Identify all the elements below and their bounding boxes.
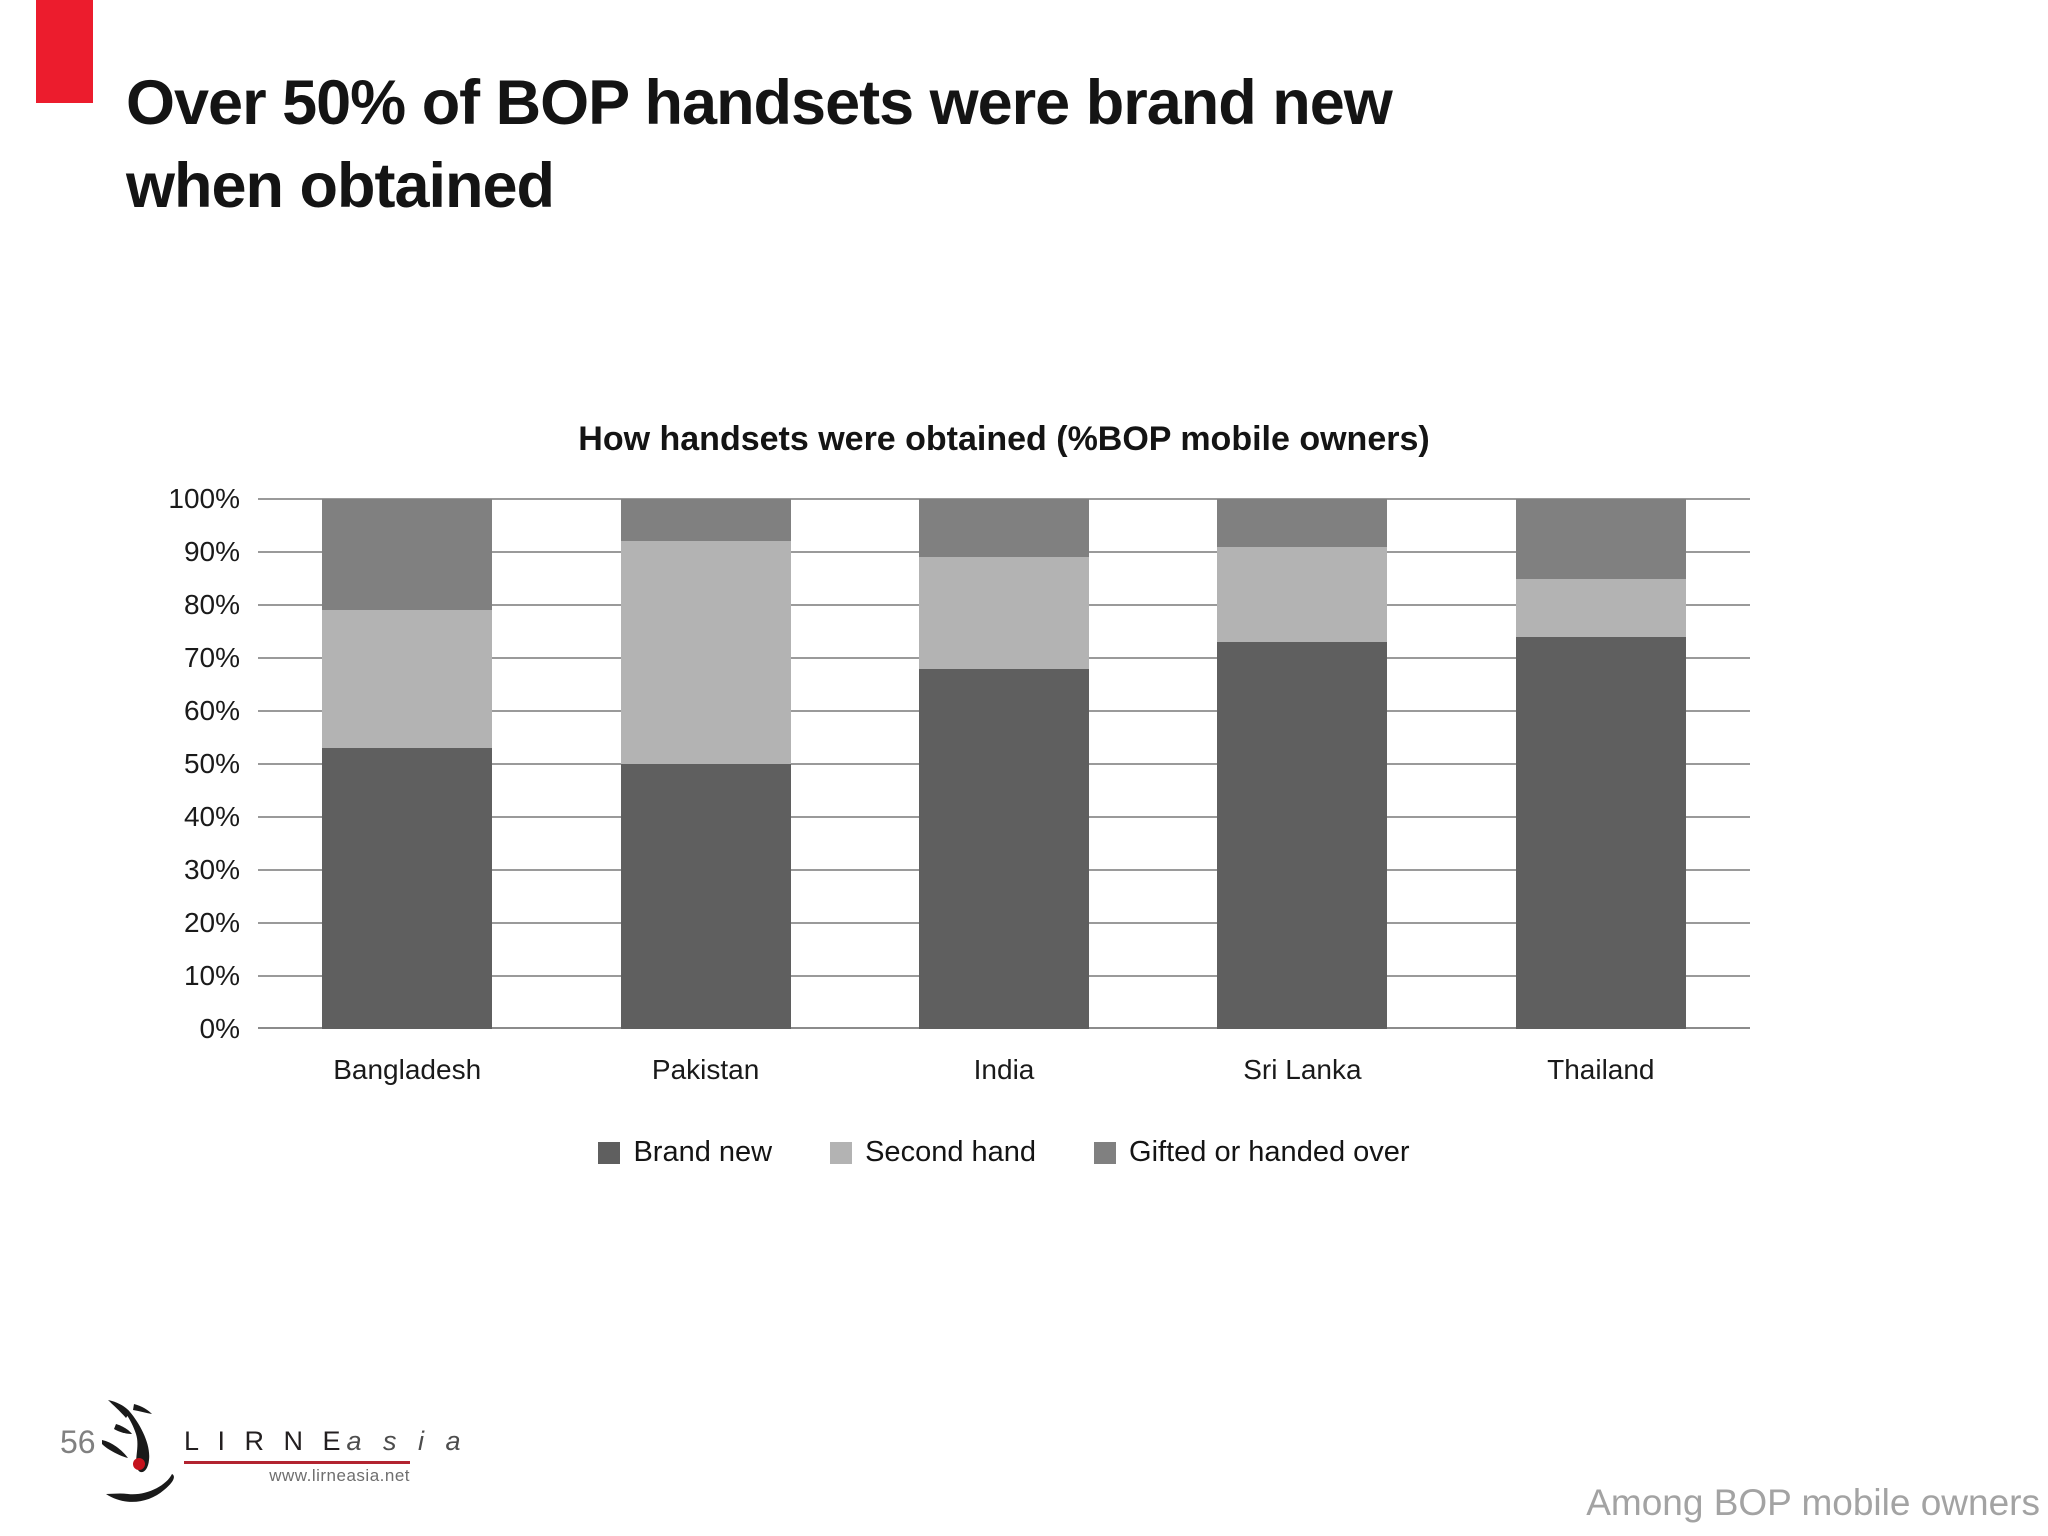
bar-segment-thailand-brand-new	[1515, 636, 1686, 1029]
bar-segment-pakistan-second-hand	[620, 541, 791, 764]
bar-segment-sri-lanka-brand-new	[1217, 642, 1388, 1029]
bar-segment-india-brand-new	[919, 668, 1089, 1029]
x-axis-category-label: Pakistan	[651, 1054, 760, 1085]
y-axis-tick-label: 40%	[183, 801, 240, 832]
chart-title: How handsets were obtained (%BOP mobile …	[578, 420, 1430, 458]
y-axis-tick-label: 100%	[168, 483, 240, 514]
y-axis-tick-label: 20%	[183, 907, 240, 938]
page-number: 56	[60, 1424, 96, 1460]
legend-item: Second hand	[830, 1136, 1036, 1169]
slide-title-line-1: Over 50% of BOP handsets were brand new	[126, 68, 1393, 138]
bar-segment-india-second-hand	[919, 557, 1089, 669]
legend-swatch	[1094, 1141, 1117, 1164]
y-axis-tick-label: 30%	[183, 854, 240, 885]
y-axis-tick-label: 70%	[183, 642, 240, 673]
legend-item: Brand new	[598, 1136, 772, 1169]
logo-name-accent: a s i a	[346, 1426, 468, 1456]
bar-segment-india-gifted-or-handed-over	[919, 499, 1089, 558]
logo-red-rule	[184, 1461, 410, 1464]
bar-segment-pakistan-gifted-or-handed-over	[620, 499, 791, 542]
logo-red-dot	[133, 1458, 145, 1470]
legend-item: Gifted or handed over	[1094, 1136, 1410, 1169]
chart-legend: Brand new Second hand Gifted or handed ove…	[258, 1136, 1750, 1169]
x-axis-category-label: Sri Lanka	[1243, 1054, 1362, 1085]
red-corner-accent	[36, 0, 93, 103]
y-axis-tick-label: 90%	[183, 536, 240, 567]
bar-segment-bangladesh-brand-new	[322, 748, 493, 1029]
legend-swatch	[598, 1141, 621, 1164]
legend-label: Gifted or handed over	[1129, 1136, 1410, 1168]
y-axis-tick-label: 60%	[183, 695, 240, 726]
plot-area	[258, 498, 1750, 1029]
x-axis-category-label: Bangladesh	[333, 1054, 482, 1085]
logo-url[interactable]: www.lirneasia.net	[269, 1466, 410, 1485]
legend-label: Second hand	[865, 1136, 1037, 1168]
bar-segment-thailand-gifted-or-handed-over	[1515, 499, 1686, 579]
bar-segment-thailand-second-hand	[1515, 578, 1686, 637]
slide-title: Over 50% of BOP handsets were brand new …	[126, 62, 1626, 228]
gridline-100%	[258, 498, 1750, 500]
legend-label: Brand new	[633, 1136, 773, 1168]
bar-segment-bangladesh-second-hand	[322, 610, 493, 749]
lirneasia-logo-mark	[102, 1400, 174, 1502]
y-axis-tick-label: 80%	[183, 589, 240, 620]
footnote: Among BOP mobile owners	[1586, 1482, 2040, 1523]
lirneasia-logo-name: L I R N Ea s i a	[184, 1426, 461, 1457]
x-axis: Bangladesh Pakistan India Sri Lanka Thailand	[258, 1054, 1750, 1094]
bar-segment-sri-lanka-second-hand	[1217, 546, 1388, 643]
x-axis-category-label: India	[973, 1054, 1035, 1085]
lirneasia-logo-text: L I R N Ea s i a www.lirneasia.net	[184, 1426, 461, 1486]
y-axis-tick-label: 10%	[183, 960, 240, 991]
bar-segment-sri-lanka-gifted-or-handed-over	[1217, 499, 1388, 547]
bar-segment-bangladesh-gifted-or-handed-over	[322, 499, 493, 611]
bar-segment-pakistan-brand-new	[620, 764, 791, 1029]
logo-name-main: L I R N E	[184, 1426, 347, 1456]
y-axis-tick-label: 50%	[183, 748, 240, 779]
x-axis-category-label: Thailand	[1547, 1054, 1655, 1085]
legend-swatch	[830, 1141, 853, 1164]
y-axis: 0% 10% 20% 30% 40% 50% 60% 70% 80% 90% 100%	[80, 483, 240, 1044]
lirneasia-logo: L I R N Ea s i a www.lirneasia.net	[96, 1398, 461, 1518]
y-axis-tick-label: 0%	[199, 1013, 240, 1044]
slide-title-line-2: when obtained	[126, 151, 555, 221]
